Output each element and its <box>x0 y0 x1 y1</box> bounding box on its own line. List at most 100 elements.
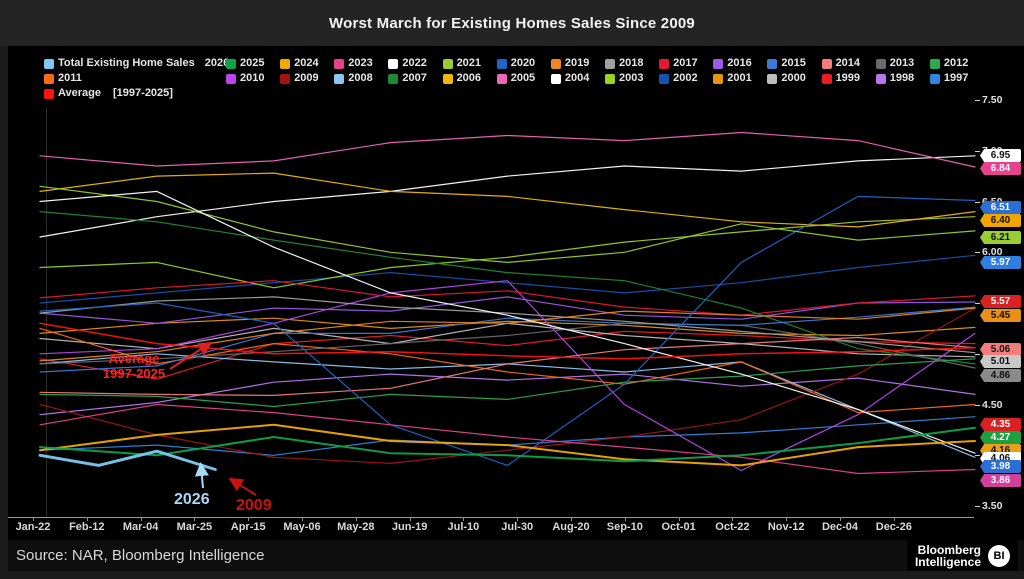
legend-swatch-2018 <box>604 58 615 69</box>
x-axis-line <box>8 517 974 518</box>
y-tick-mark-5.00 <box>975 353 980 355</box>
legend-label-2020: 2020 <box>510 57 536 69</box>
legend-swatch-2020 <box>496 58 507 69</box>
legend-item-2012[interactable]: 2012 <box>929 57 984 70</box>
legend-label-2022: 2022 <box>402 57 427 69</box>
page-title: Worst March for Existing Homes Sales Sin… <box>329 14 695 32</box>
legend-item-2023[interactable]: 2023 <box>334 57 388 70</box>
legend-swatch-2001 <box>713 73 724 84</box>
legend-item-2016[interactable]: 2016 <box>713 57 767 70</box>
legend-item-1999[interactable]: 1999 <box>821 72 876 85</box>
legend-swatch-2016 <box>713 58 724 69</box>
legend-swatch-2011 <box>44 73 54 84</box>
y-tick-mark-7.00 <box>975 150 980 152</box>
legend-item-1997[interactable]: 1997 <box>929 72 984 85</box>
x-tick-label-Apr-15: Apr-15 <box>230 521 266 533</box>
value-badge-6.51: 6.51 <box>980 201 1021 214</box>
chart-legend: Total Existing Home Sales 2026 2025 2024 2… <box>44 57 984 100</box>
legend-item-2006[interactable]: 2006 <box>442 72 497 85</box>
x-tick-label-Oct-01: Oct-01 <box>661 521 696 533</box>
legend-item-2005[interactable]: 2005 <box>496 72 551 85</box>
legend-item-2020[interactable]: 2020 <box>496 57 551 70</box>
legend-item-2013[interactable]: 2013 <box>875 57 930 70</box>
legend-item-2015[interactable]: 2015 <box>767 57 821 70</box>
x-tick-label-Jun-19: Jun-19 <box>391 521 428 533</box>
legend-item-2022[interactable]: 2022 <box>388 57 442 70</box>
legend-swatch-average <box>44 88 54 99</box>
legend-item-2001[interactable]: 2001 <box>713 72 767 85</box>
legend-label-2013: 2013 <box>889 57 915 69</box>
legend-item-1998[interactable]: 1998 <box>875 72 930 85</box>
legend-swatch-1998 <box>875 73 886 84</box>
legend-swatch-2010 <box>226 73 236 84</box>
x-tick-label-Mar-25: Mar-25 <box>176 521 213 533</box>
legend-swatch-2015 <box>767 58 778 69</box>
legend-row-2: 2011 2010 2009 2008 2007 2006 2005 2004 2003 200… <box>44 72 984 85</box>
legend-item-2021[interactable]: 2021 <box>442 57 497 70</box>
x-tick-mark-May-28 <box>355 517 357 521</box>
brand-line2: Intelligence <box>914 554 981 569</box>
legend-label-2004: 2004 <box>564 72 590 84</box>
legend-item-2000[interactable]: 2000 <box>767 72 821 85</box>
legend-item-2018[interactable]: 2018 <box>604 57 659 70</box>
legend-swatch-2023 <box>334 58 345 69</box>
legend-item-2024[interactable]: 2024 <box>280 57 334 70</box>
legend-item-2011[interactable]: 2011 <box>44 72 226 85</box>
legend-swatch-2026 <box>44 58 54 69</box>
legend-item-2017[interactable]: 2017 <box>659 57 713 70</box>
legend-item-average[interactable]: Average [1997-2025] <box>44 87 173 100</box>
y-tick-label-7.50: 7.50 <box>982 94 1003 106</box>
x-tick-mark-May-06 <box>302 517 303 521</box>
legend-item-2009[interactable]: 2009 <box>280 72 334 85</box>
x-tick-mark-Feb-12 <box>86 517 88 521</box>
source-bar: Source: NAR, Bloomberg Intelligence Bloo… <box>8 540 1024 571</box>
value-badge-3.86: 3.86 <box>980 474 1021 487</box>
x-tick-label-Aug-20: Aug-20 <box>552 521 590 533</box>
legend-item-2003[interactable]: 2003 <box>604 72 659 85</box>
legend-label-1998: 1998 <box>889 72 915 84</box>
value-badge-5.06: 5.06 <box>980 343 1021 356</box>
legend-swatch-2025 <box>226 58 236 69</box>
x-tick-label-May-06: May-06 <box>283 521 321 533</box>
legend-range-average: [1997-2025] <box>113 87 173 99</box>
y-tick-mark-6.50 <box>975 201 980 203</box>
legend-item-2004[interactable]: 2004 <box>550 72 605 85</box>
legend-swatch-2022 <box>388 58 399 69</box>
y-tick-label-4.50: 4.50 <box>982 398 1003 411</box>
legend-swatch-2024 <box>280 58 291 69</box>
legend-item-2025[interactable]: 2025 <box>226 57 280 70</box>
legend-label-2009: 2009 <box>294 72 319 84</box>
legend-swatch-2021 <box>442 58 453 69</box>
legend-item-2014[interactable]: 2014 <box>821 57 876 70</box>
legend-label-2016: 2016 <box>727 57 752 69</box>
x-tick-label-Jan-22: Jan-22 <box>15 521 51 533</box>
x-tick-mark-Jul-10 <box>463 517 465 521</box>
legend-swatch-2014 <box>821 58 832 69</box>
legend-swatch-2006 <box>442 73 453 84</box>
value-badge-5.01: 5.01 <box>980 355 1021 368</box>
value-badge-5.57: 5.57 <box>980 295 1021 308</box>
legend-item-2008[interactable]: 2008 <box>334 72 388 85</box>
legend-item-2002[interactable]: 2002 <box>659 72 713 85</box>
legend-item-2010[interactable]: 2010 <box>226 72 280 85</box>
average-annotation-line1: Average <box>108 351 160 366</box>
legend-swatch-2000 <box>767 73 778 84</box>
title-bar: Worst March for Existing Homes Sales Sin… <box>0 0 1024 46</box>
value-badge-5.45: 5.45 <box>980 309 1021 322</box>
legend-item-2019[interactable]: 2019 <box>550 57 605 70</box>
average-annotation-label: Average 1997-2025 <box>86 351 182 381</box>
value-badge-6.21: 6.21 <box>980 231 1021 244</box>
legend-label-2011: 2011 <box>58 72 82 84</box>
y-tick-mark-3.50 <box>975 506 980 507</box>
brand-text: Bloomberg Intelligence <box>915 544 981 568</box>
legend-label-2005: 2005 <box>510 72 536 84</box>
legend-swatch-2017 <box>659 58 670 69</box>
legend-item-2007[interactable]: 2007 <box>388 72 442 85</box>
y-axis-line <box>46 108 47 517</box>
x-tick-mark-Jan-22 <box>33 517 34 521</box>
legend-item-total-2026[interactable]: Total Existing Home Sales 2026 <box>44 57 229 70</box>
y-tick-mark-4.50 <box>975 404 980 406</box>
x-axis-labels: Jan-22 Feb-12 Mar-04 Mar-25 Apr-15 May-06 May-… <box>0 517 980 535</box>
value-badge-6.40: 6.40 <box>980 214 1021 227</box>
